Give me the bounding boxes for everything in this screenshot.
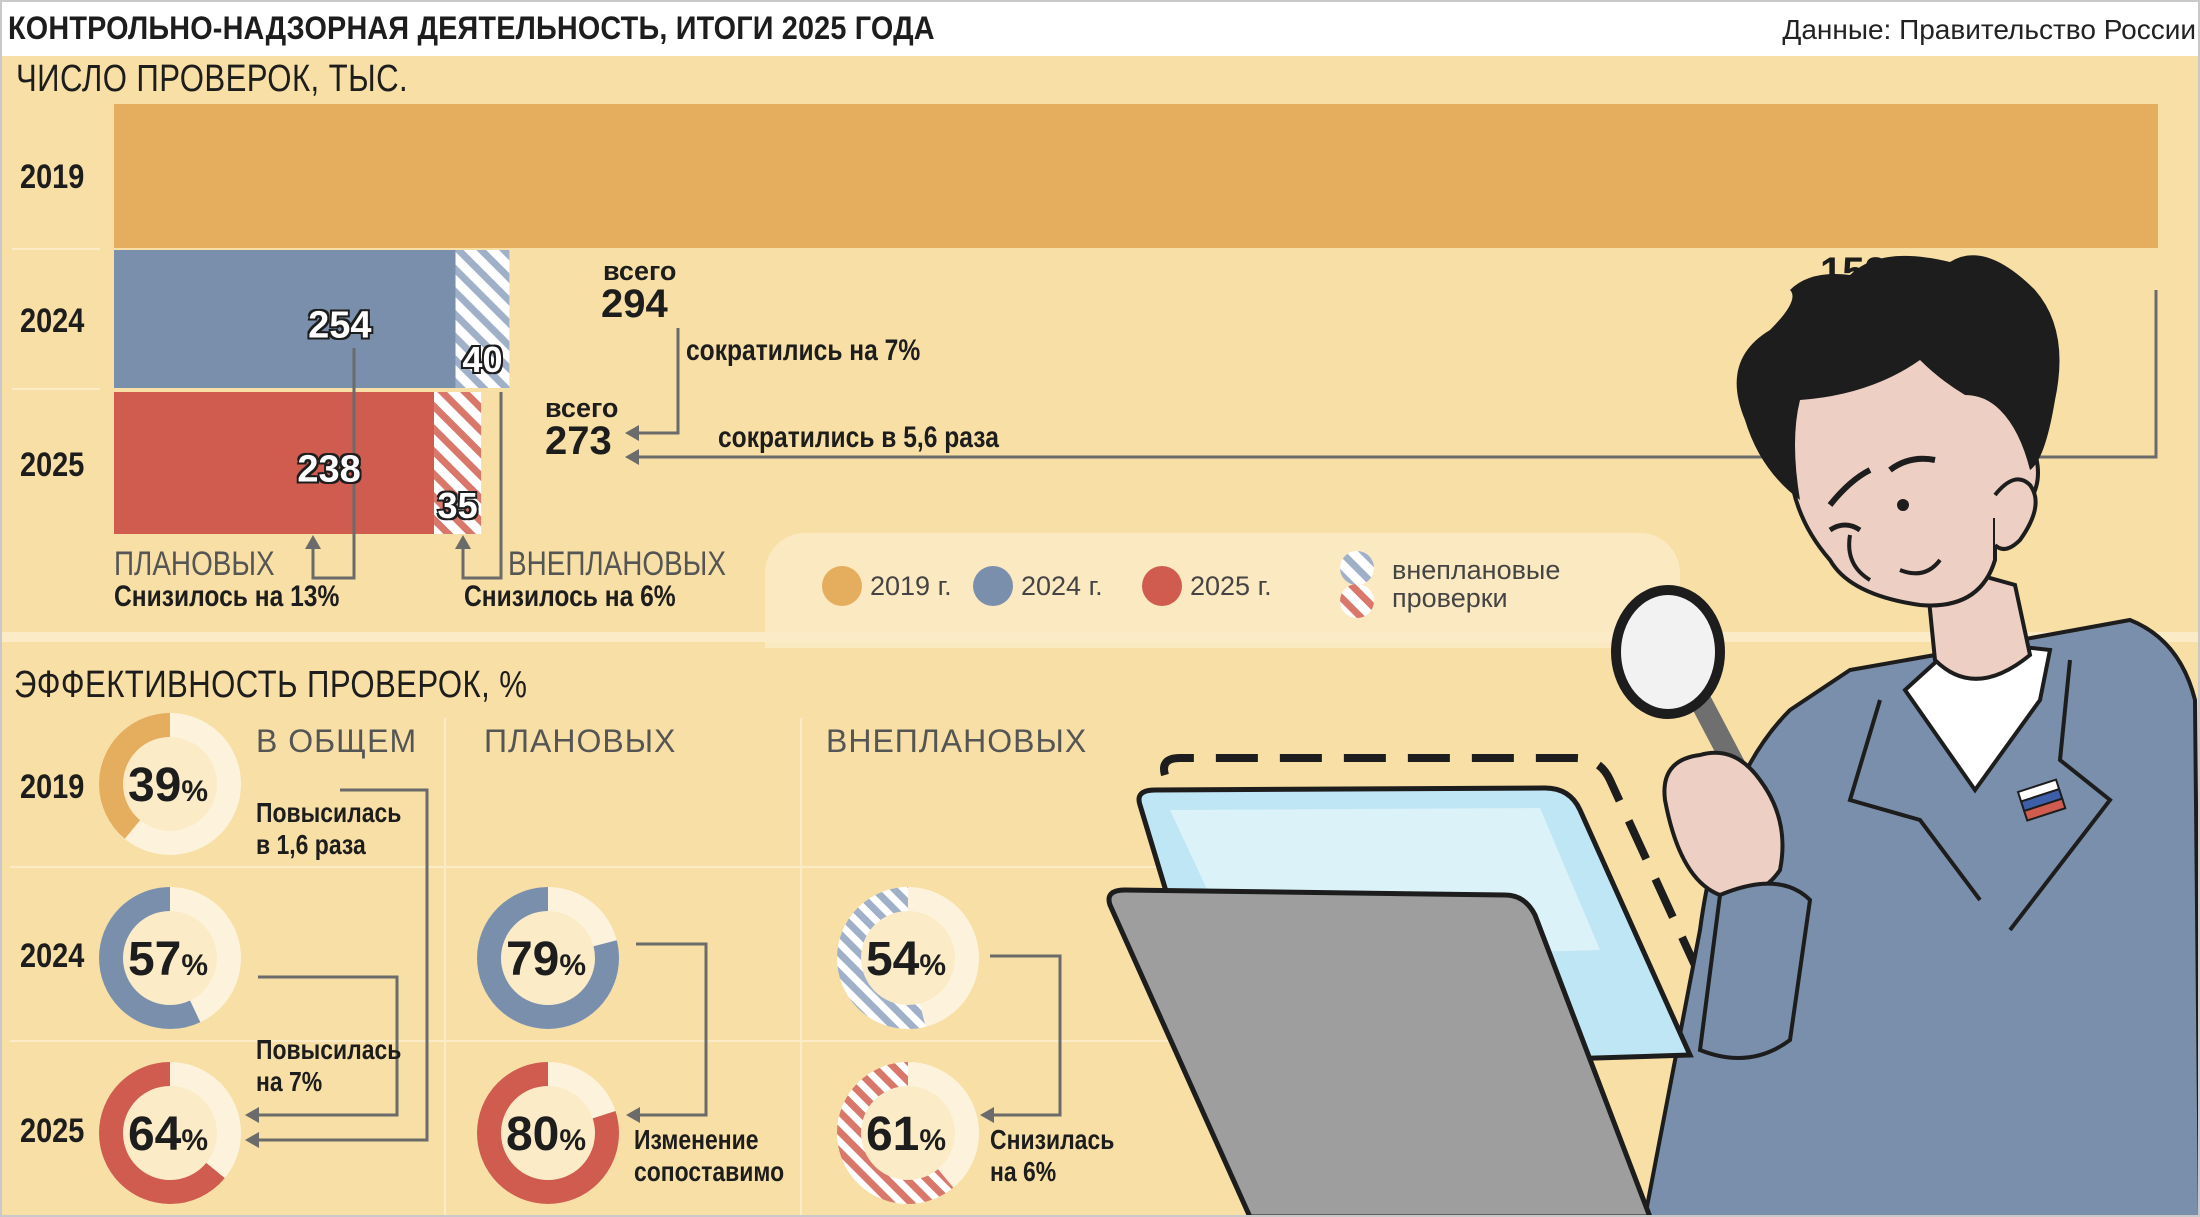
series-label-planned: ПЛАНОВЫХ [114, 545, 275, 583]
inspections-count-title: ЧИСЛО ПРОВЕРОК, ТЫС. [16, 58, 409, 100]
donut-general-2024: 57% [99, 887, 241, 1029]
total-2024-caption: всего [603, 256, 677, 286]
efficiency-year-2024: 2024 [20, 937, 85, 975]
year-label-2024: 2024 [20, 302, 85, 340]
grid-line [444, 718, 446, 1217]
legend-swatch-hatched [1340, 551, 1374, 618]
annotation-unplanned-change: Снизилось на 6% [464, 580, 676, 613]
connector-line [311, 348, 356, 580]
efficiency-connector-arrow [980, 1107, 994, 1123]
connector-line [635, 290, 2158, 459]
donut-unplanned-2024-arc [837, 887, 979, 1029]
donut-general-2025-arc [99, 1062, 241, 1204]
bar-value-2025-unplanned: 35 [437, 485, 478, 526]
legend-swatch-2025 [1142, 566, 1182, 606]
annotation-change-2019-2025: сократились в 5,6 раза [718, 421, 999, 454]
donut-unplanned-2025-value: 61% [866, 1108, 946, 1161]
year-label-2025: 2025 [20, 446, 85, 484]
donut-planned-2025-arc [477, 1062, 619, 1204]
donut-planned-2025: 80% [477, 1062, 619, 1204]
bar-value-2024-planned: 254 [308, 304, 372, 347]
grid-line [10, 1040, 1190, 1042]
column-header-general: В ОБЩЕМ [256, 723, 418, 759]
bar-2024-unplanned [455, 250, 510, 388]
series-label-unplanned: ВНЕПЛАНОВЫХ [508, 545, 726, 583]
connector-arrow [625, 449, 639, 465]
bar-value-2025-planned: 238 [297, 448, 361, 491]
grid-line [800, 718, 802, 1217]
donut-unplanned-2024: 54% [837, 887, 979, 1029]
donut-general-2024-arc [99, 887, 241, 1029]
connector-line [635, 328, 680, 435]
donut-general-2024-value: 57% [128, 933, 208, 986]
donut-planned-2024-arc [477, 887, 619, 1029]
bar-2025-unplanned [434, 392, 482, 534]
bar-2024-planned [114, 250, 456, 388]
annotation-general-2024-2025: Повысилась на 7% [256, 1034, 402, 1097]
column-header-planned: ПЛАНОВЫХ [484, 723, 677, 759]
legend: 2019 г. 2024 г. 2025 г. внеплановые пров… [765, 533, 1680, 648]
efficiency-year-2019: 2019 [20, 768, 85, 806]
source-note: Данные: Правительство России [1782, 14, 2196, 45]
donut-planned-2025-value: 80% [506, 1108, 586, 1161]
section-divider [0, 632, 2200, 642]
efficiency-connector-arrow [245, 1107, 259, 1123]
legend-swatch-2019 [822, 566, 862, 606]
legend-label-2024: 2024 г. [1021, 571, 1103, 601]
donut-general-2019-arc [99, 713, 241, 855]
bar-value-2024-unplanned: 40 [462, 339, 503, 380]
donut-unplanned-2025: 61% [837, 1062, 979, 1204]
total-2025-value: 273 [545, 419, 612, 463]
annotation-planned-efficiency: Изменение сопоставимо [634, 1124, 785, 1187]
legend-label-hatched-1: внеплановые [1392, 555, 1561, 585]
efficiency-connector-arrow [245, 1132, 259, 1148]
donut-unplanned-2024-value: 54% [866, 933, 946, 986]
efficiency-connector [255, 975, 399, 1117]
efficiency-connector [636, 942, 708, 1117]
connector-arrow [455, 535, 471, 549]
bar-2019-total [114, 104, 2158, 248]
legend-label-hatched-2: проверки [1392, 583, 1508, 613]
total-2024-value: 294 [601, 282, 668, 326]
header-bar: КОНТРОЛЬНО-НАДЗОРНАЯ ДЕЯТЕЛЬНОСТЬ, ИТОГИ… [0, 0, 2200, 56]
efficiency-connector [255, 788, 429, 1142]
donut-planned-2024: 79% [477, 887, 619, 1029]
connector-arrow [305, 535, 321, 549]
connector-arrow [625, 425, 639, 441]
grid-line [10, 866, 1190, 868]
donut-planned-2024-value: 79% [506, 933, 586, 986]
column-header-unplanned: ВНЕПЛАНОВЫХ [826, 723, 1088, 759]
annotation-planned-change: Снизилось на 13% [114, 580, 340, 613]
legend-swatch-2024 [973, 566, 1013, 606]
total-2025-caption: всего [545, 393, 619, 423]
row-divider [12, 388, 100, 390]
connector-line [461, 392, 503, 580]
donut-general-2025-value: 64% [128, 1108, 208, 1161]
efficiency-connector [990, 954, 1062, 1117]
donut-unplanned-2025-arc [837, 1062, 979, 1204]
efficiency-title: ЭФФЕКТИВНОСТЬ ПРОВЕРОК, % [14, 664, 528, 706]
row-divider [12, 248, 100, 250]
legend-label-2019: 2019 г. [870, 571, 952, 601]
annotation-unplanned-efficiency: Снизилась на 6% [990, 1124, 1115, 1187]
annotation-change-2024-2025: сократились на 7% [686, 334, 921, 367]
efficiency-connector-arrow [626, 1107, 640, 1123]
donut-general-2025: 64% [99, 1062, 241, 1204]
page-title: КОНТРОЛЬНО-НАДЗОРНАЯ ДЕЯТЕЛЬНОСТЬ, ИТОГИ… [8, 10, 935, 46]
annotation-general-2019-2025: Повысилась в 1,6 раза [256, 797, 402, 860]
donut-general-2019-value: 39% [128, 759, 208, 812]
donut-general-2019: 39% [99, 713, 241, 855]
year-label-2019: 2019 [20, 158, 85, 196]
bar-2025-planned [114, 392, 435, 534]
efficiency-year-2025: 2025 [20, 1112, 85, 1150]
legend-label-2025: 2025 г. [1190, 571, 1272, 601]
inspections-bar-chart [114, 104, 2158, 580]
